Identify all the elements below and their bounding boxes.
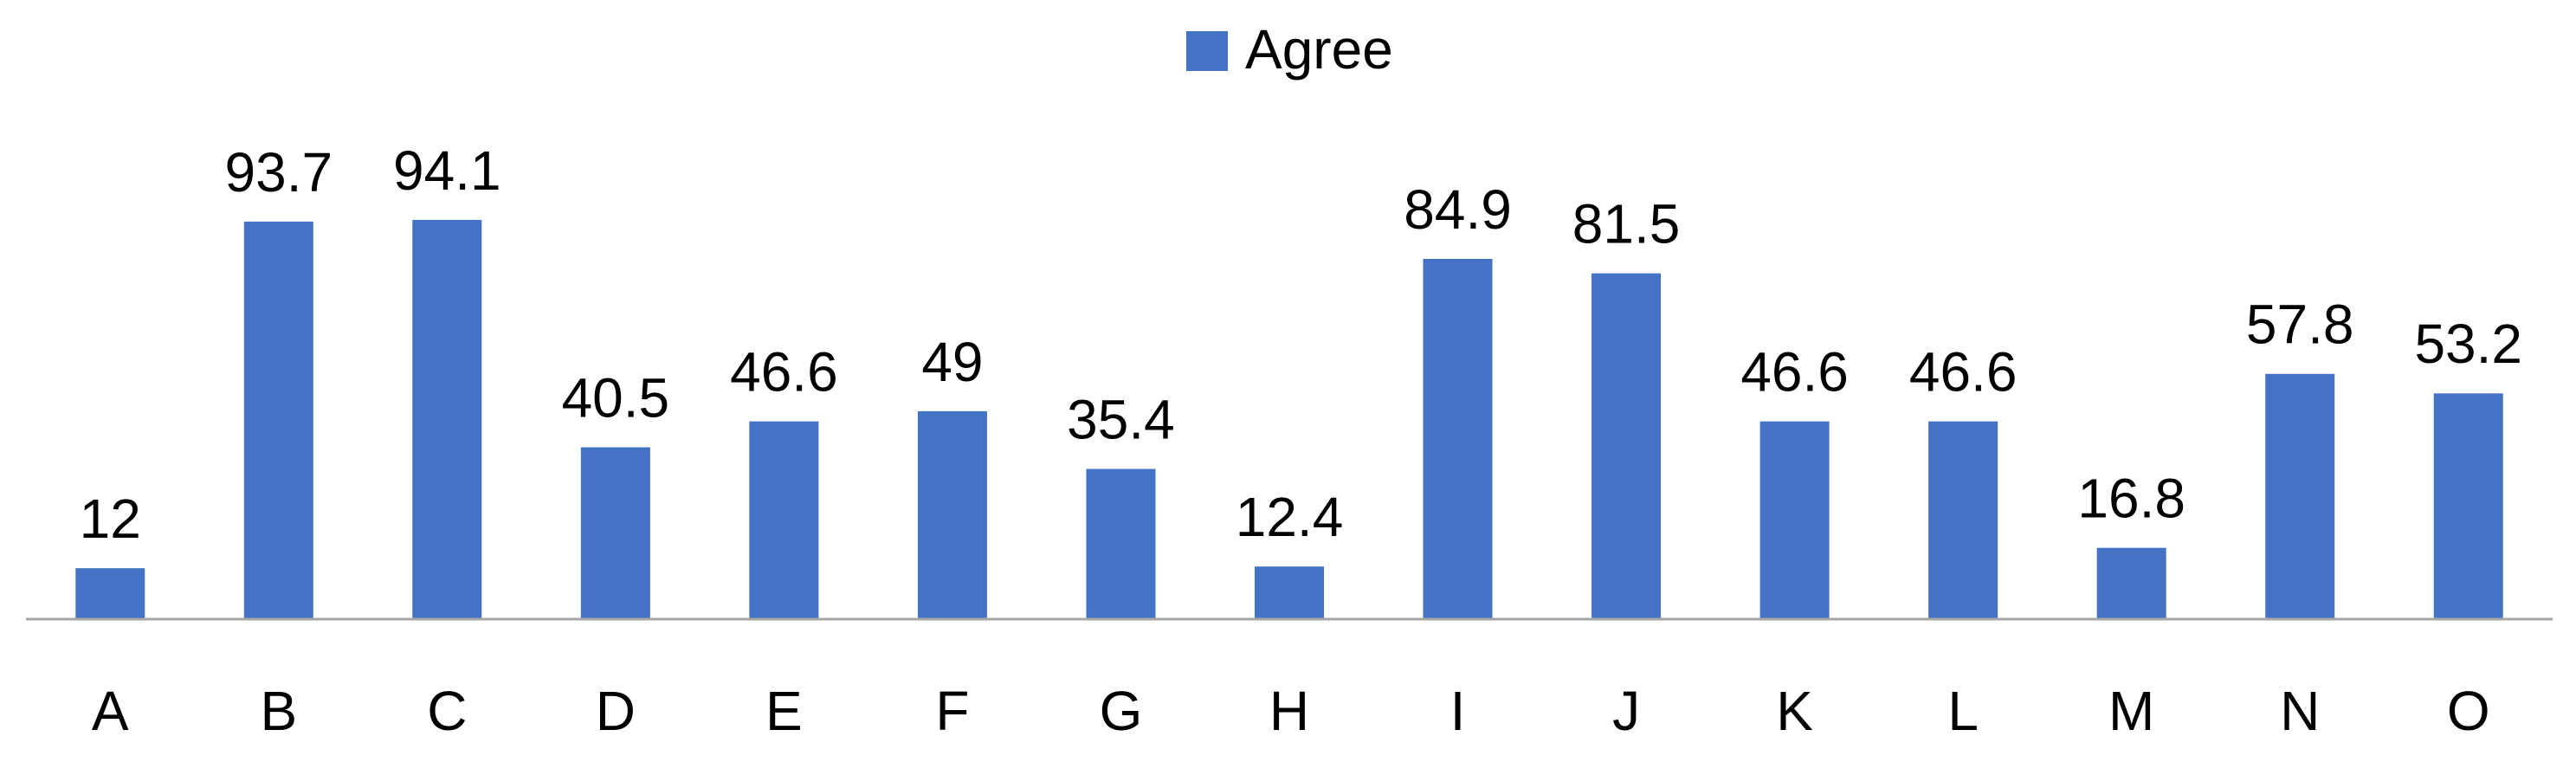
bar <box>2433 393 2503 619</box>
bar <box>75 568 145 619</box>
bar <box>1591 273 1662 619</box>
data-label: 81.5 <box>1572 193 1681 255</box>
x-tick-label: G <box>1100 680 1143 742</box>
x-tick-label: D <box>596 680 636 742</box>
x-tick-label: A <box>92 680 129 742</box>
data-label: 49 <box>921 331 983 393</box>
data-label: 46.6 <box>1909 341 2018 404</box>
data-label: 84.9 <box>1404 178 1512 241</box>
data-label: 46.6 <box>730 341 838 404</box>
bar <box>1086 468 1156 619</box>
data-label: 40.5 <box>562 366 670 429</box>
x-tick-label: I <box>1450 680 1466 742</box>
bar <box>917 410 987 619</box>
data-label: 16.8 <box>2077 468 2185 530</box>
bar <box>1255 566 1324 619</box>
legend-swatch <box>1186 31 1228 71</box>
x-tick-label: H <box>1269 680 1309 742</box>
data-label: 12.4 <box>1236 486 1344 548</box>
data-label: 53.2 <box>2414 313 2522 375</box>
x-tick-label: B <box>260 680 297 742</box>
x-tick-label: O <box>2447 680 2490 742</box>
x-tick-label: L <box>1947 680 1979 742</box>
x-tick-label: J <box>1612 680 1640 742</box>
data-label: 57.8 <box>2246 294 2354 356</box>
bar <box>1423 258 1493 619</box>
bar <box>2265 373 2335 619</box>
legend-label: Agree <box>1245 18 1393 81</box>
data-label: 35.4 <box>1067 388 1175 450</box>
bar <box>1928 421 1998 619</box>
x-tick-label: C <box>427 680 467 742</box>
x-tick-label: F <box>935 680 969 742</box>
x-tick-label: M <box>2108 680 2154 742</box>
x-tick-label: K <box>1776 680 1813 742</box>
bar <box>1759 421 1830 619</box>
x-tick-label: E <box>765 680 803 742</box>
data-label: 93.7 <box>225 141 333 203</box>
data-label: 46.6 <box>1740 341 1849 404</box>
bar <box>412 219 482 619</box>
x-tick-label: N <box>2280 680 2320 742</box>
bar <box>243 221 313 619</box>
data-label: 94.1 <box>393 139 501 202</box>
bar <box>580 447 650 619</box>
bar <box>749 421 819 619</box>
bar <box>2096 547 2166 619</box>
data-label: 12 <box>80 488 141 550</box>
